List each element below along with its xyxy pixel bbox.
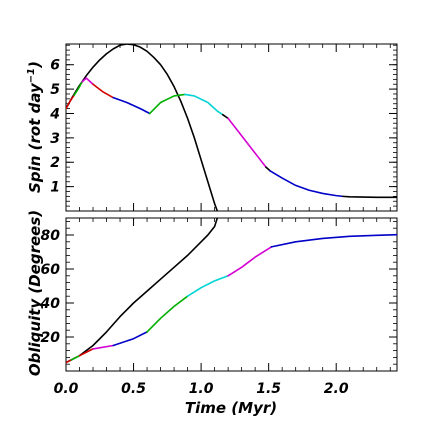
obliquity-plot-frame xyxy=(65,217,398,372)
spin-series-1-line xyxy=(342,195,397,199)
obliquity-x-tick-label: 1.0 xyxy=(189,381,214,397)
obliquity-panel: 20 40 60 80 0.0 0.5 1.0 1.5 2.0 Obliquity (Degre… xyxy=(26,210,398,417)
obliquity-ticks: 20 40 60 80 0.0 0.5 1.0 1.5 2.0 xyxy=(40,218,397,397)
spin-series-1-line xyxy=(265,166,271,172)
spin-series-1-line xyxy=(66,94,75,110)
spin-series-0-line xyxy=(66,44,219,211)
spin-series-1-line xyxy=(221,113,229,120)
obliquity-x-tick-label: 1.5 xyxy=(256,381,281,397)
spin-y-axis-label: Spin (rot day−1) xyxy=(26,61,44,193)
spin-series-1-line xyxy=(81,77,94,86)
spin-series-1-line xyxy=(227,117,267,168)
obliquity-series-1-line xyxy=(186,274,229,298)
obliquity-y-tick-label: 20 xyxy=(41,330,61,346)
spin-plot-frame xyxy=(65,43,398,212)
obliquity-series-1-line xyxy=(112,331,148,347)
spin-series-1-line xyxy=(184,93,224,116)
obliquity-x-tick-label: 0.5 xyxy=(121,381,146,397)
spin-series-1-line xyxy=(92,83,115,99)
spin-series-1-line xyxy=(148,93,186,115)
obliquity-series-1-line xyxy=(66,359,73,364)
obliquity-x-tick-label: 0.0 xyxy=(54,381,79,397)
obliquity-series-1-line xyxy=(227,246,273,277)
obliquity-series-1-line xyxy=(270,233,397,248)
obliquity-x-tick-label: 2.0 xyxy=(324,381,349,397)
obliquity-y-tick-label: 80 xyxy=(41,228,61,244)
obliquity-y-axis-label: Obliquity (Degrees) xyxy=(26,210,44,376)
obliquity-series xyxy=(66,218,397,364)
obliquity-series-1-line xyxy=(70,354,81,361)
spin-y-tick-label: 4 xyxy=(49,106,60,122)
obliquity-y-tick-label: 60 xyxy=(41,262,61,278)
obliquity-series-1-line xyxy=(146,295,189,333)
spin-series xyxy=(66,44,397,211)
spin-panel: 1 2 3 4 5 6 Spin (rot day−1) xyxy=(26,43,398,212)
spin-series-1-line xyxy=(73,80,84,96)
spin-y-tick-label: 1 xyxy=(50,180,60,196)
spin-y-tick-label: 3 xyxy=(50,131,60,147)
spin-y-tick-label: 2 xyxy=(50,155,60,171)
spin-y-tick-label: 5 xyxy=(50,82,60,98)
obliquity-series-0-line xyxy=(66,218,219,364)
obliquity-series-1-line xyxy=(78,348,94,357)
spin-ticks: 1 2 3 4 5 6 xyxy=(49,44,397,212)
spin-y-tick-label: 6 xyxy=(50,58,60,74)
spin-series-1-line xyxy=(112,96,151,115)
x-axis-label: Time (Myr) xyxy=(185,399,277,417)
obliquity-series-1-line xyxy=(92,344,115,350)
obliquity-y-tick-label: 40 xyxy=(40,296,61,312)
spin-series-1-line xyxy=(269,169,344,198)
